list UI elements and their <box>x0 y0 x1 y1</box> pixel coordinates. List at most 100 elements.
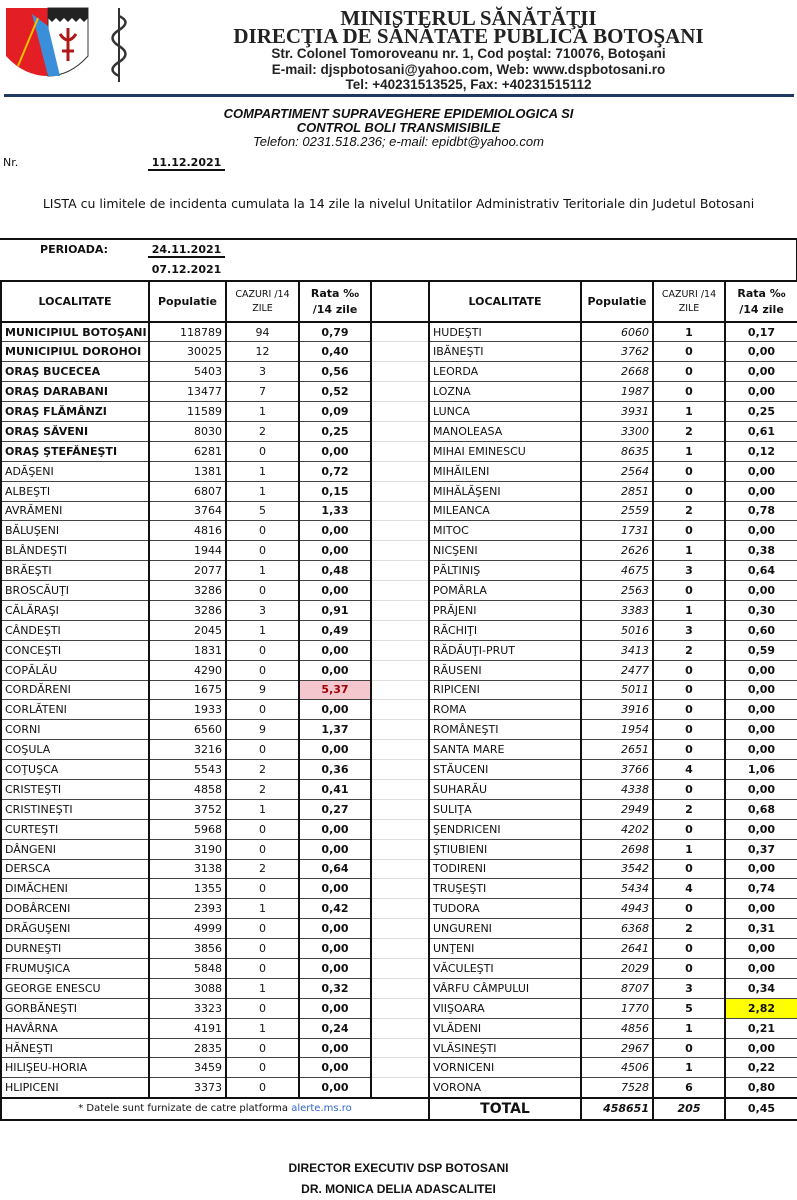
population: 1987 <box>581 381 654 403</box>
rate: 0,00 <box>725 680 797 701</box>
cases: 0 <box>653 958 726 979</box>
table-row: DIMĂCHENI 1355 0 0,00 TRUŞEŞTI 5434 4 0,74 <box>0 878 797 900</box>
table-row: ADĂŞENI 1381 1 0,72 MIHĂILENI 2564 0 0,00 <box>0 461 797 482</box>
locality-name: ORAŞ FLĂMÂNZI <box>0 401 150 422</box>
locality-name: STĂUCENI <box>429 759 582 780</box>
population: 4191 <box>149 1018 227 1039</box>
locality-name: ALBEŞTI <box>0 481 150 502</box>
population: 1731 <box>581 520 654 542</box>
cases: 0 <box>653 938 726 959</box>
rate: 0,32 <box>299 978 372 999</box>
table-row: CORLĂTENI 1933 0 0,00 ROMA 3916 0 0,00 <box>0 699 797 721</box>
locality-name: VLĂSINEŞTI <box>429 1038 582 1059</box>
rate: 0,00 <box>725 520 797 542</box>
population: 1675 <box>149 680 227 701</box>
rate: 0,12 <box>725 441 797 462</box>
population: 4856 <box>581 1018 654 1039</box>
locality-name: VLĂDENI <box>429 1018 582 1039</box>
locality-name: DRĂGUŞENI <box>0 918 150 940</box>
population: 3383 <box>581 600 654 621</box>
population: 118789 <box>149 322 227 343</box>
table-row: ORAŞ DARABANI 13477 7 0,52 LOZNA 1987 0 0,00 <box>0 381 797 403</box>
locality-name: MANOLEASA <box>429 421 582 442</box>
locality-name: ROMÂNEŞTI <box>429 719 582 741</box>
cases: 1 <box>226 1018 300 1039</box>
population: 2029 <box>581 958 654 979</box>
locality-name: LUNCA <box>429 401 582 422</box>
locality-name: ROMA <box>429 699 582 721</box>
rate: 1,06 <box>725 759 797 780</box>
rate: 0,78 <box>725 501 797 522</box>
locality-name: TRUŞEŞTI <box>429 878 582 900</box>
cases: 0 <box>653 520 726 542</box>
cases: 0 <box>653 660 726 681</box>
cases: 2 <box>226 779 300 800</box>
spacer-cell <box>371 540 430 562</box>
population: 3542 <box>581 859 654 880</box>
cases: 0 <box>226 998 300 1019</box>
locality-name: ORAŞ DARABANI <box>0 381 150 403</box>
total-label: TOTAL <box>429 1096 582 1121</box>
spacer-cell <box>371 819 430 840</box>
table-row: BRĂEŞTI 2077 1 0,48 PĂLTINIŞ 4675 3 0,64 <box>0 560 797 582</box>
rate: 0,17 <box>725 322 797 343</box>
cases: 2 <box>653 799 726 820</box>
cases: 1 <box>226 560 300 582</box>
email-web: E-mail: djspbotosani@yahoo.com, Web: www… <box>271 62 666 77</box>
locality-name: CORDĂRENI <box>0 680 150 701</box>
table-row: DURNEŞTI 3856 0 0,00 UNŢENI 2641 0 0,00 <box>0 938 797 959</box>
rate: 0,40 <box>299 341 372 363</box>
cases: 3 <box>653 560 726 582</box>
rate: 0,00 <box>299 938 372 959</box>
population: 4506 <box>581 1057 654 1079</box>
population: 6281 <box>149 441 227 462</box>
rate: 0,30 <box>725 600 797 621</box>
data-source-note: * Datele sunt furnizate de catre platfor… <box>0 1096 430 1121</box>
table-row: CONCEŞTI 1831 0 0,00 RĂDĂUŢI-PRUT 3413 2 0,59 <box>0 640 797 661</box>
alerte-link[interactable]: alerte.ms.ro <box>291 1103 352 1115</box>
locality-name: DÂNGENI <box>0 839 150 860</box>
population: 1933 <box>149 699 227 721</box>
locality-name: TODIRENI <box>429 859 582 880</box>
table-row: COPĂLĂU 4290 0 0,00 RĂUSENI 2477 0 0,00 <box>0 660 797 681</box>
cases: 1 <box>226 898 300 920</box>
population: 2077 <box>149 560 227 582</box>
locality-name: MIHĂLĂŞENI <box>429 481 582 502</box>
department-title: COMPARTIMENT SUPRAVEGHERE EPIDEMIOLOGICA… <box>223 106 574 121</box>
population: 6560 <box>149 719 227 741</box>
cases: 1 <box>226 461 300 482</box>
rate: 0,00 <box>725 779 797 800</box>
spacer-cell <box>371 918 430 940</box>
cases: 2 <box>226 859 300 880</box>
table-row: COŢUŞCA 5543 2 0,36 STĂUCENI 3766 4 1,06 <box>0 759 797 780</box>
spacer-cell <box>371 719 430 741</box>
population: 2851 <box>581 481 654 502</box>
locality-name: VIIŞOARA <box>429 998 582 1019</box>
rate: 0,41 <box>299 779 372 800</box>
rate: 0,64 <box>725 560 797 582</box>
population: 3856 <box>149 938 227 959</box>
rate: 0,00 <box>299 839 372 860</box>
locality-name: SUHARĂU <box>429 779 582 800</box>
rate: 0,48 <box>299 560 372 582</box>
locality-name: NICŞENI <box>429 540 582 562</box>
rate: 0,49 <box>299 620 372 641</box>
total-cases: 205 <box>653 1096 726 1121</box>
cases: 0 <box>226 540 300 562</box>
period-from: 24.11.2021 <box>148 243 225 258</box>
cases: 4 <box>653 878 726 900</box>
col-locality: LOCALITATE <box>0 280 150 323</box>
department-subtitle: CONTROL BOLI TRANSMISIBILE <box>296 120 501 135</box>
locality-name: COPĂLĂU <box>0 660 150 681</box>
population: 6060 <box>581 322 654 343</box>
locality-name: ŞENDRICENI <box>429 819 582 840</box>
col-population: Populatie <box>149 280 227 323</box>
locality-name: CONCEŞTI <box>0 640 150 661</box>
cases: 0 <box>226 520 300 542</box>
rate: 2,82 <box>725 998 797 1019</box>
spacer-cell <box>371 1077 430 1099</box>
locality-name: GORBĂNEŞTI <box>0 998 150 1019</box>
table-row: HAVÂRNA 4191 1 0,24 VLĂDENI 4856 1 0,21 <box>0 1018 797 1039</box>
header-divider <box>4 94 794 97</box>
cases: 2 <box>653 421 726 442</box>
